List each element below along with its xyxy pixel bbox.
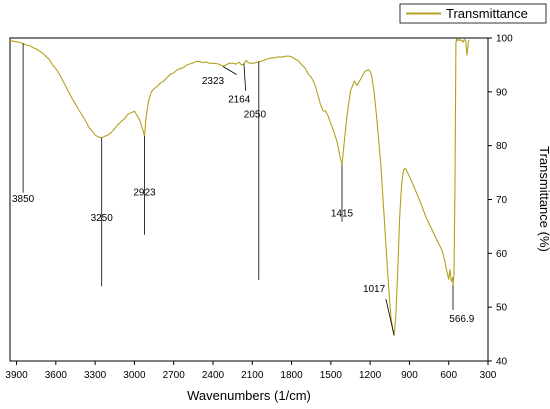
peak-label: 1017 [363,284,386,295]
y-axis-ticks: 40 50 60 70 80 90 100 [488,34,513,368]
x-axis-title: Wavenumbers (1/cm) [187,388,311,403]
x-axis-ticks: 3900 3600 3300 3000 2700 2400 2100 1800 1500 1200… [5,361,497,381]
peak-leader-line [385,299,395,336]
x-tick-label: 2100 [241,370,264,381]
y-tick-label: 100 [496,34,513,45]
x-tick-label: 3900 [5,370,28,381]
x-tick-label: 600 [440,370,457,381]
plot-frame [9,37,489,362]
x-tick-label: 2700 [163,370,186,381]
y-tick-label: 70 [496,195,508,206]
peak-label: 566.9 [449,314,474,325]
x-tick-label: 900 [401,370,418,381]
x-tick-label: 3000 [123,370,146,381]
x-tick-label: 1800 [280,370,303,381]
y-tick-label: 50 [496,303,508,314]
y-tick-label: 40 [496,357,508,368]
y-tick-label: 80 [496,141,508,152]
transmittance-series-line [9,38,470,336]
x-tick-label: 1500 [320,370,343,381]
peak-label: 3850 [12,194,35,205]
y-axis-title: Transmittance (%) [537,146,550,252]
peak-leader-line [243,63,247,91]
peak-label: 2164 [228,95,251,106]
x-tick-label: 1200 [359,370,382,381]
y-tick-label: 60 [496,249,508,260]
legend-box [399,3,547,24]
x-tick-label: 300 [480,370,497,381]
x-tick-label: 3300 [84,370,107,381]
legend: Transmittance [399,3,547,24]
y-tick-label: 90 [496,87,508,98]
peak-label: 2050 [244,110,267,121]
legend-label: Transmittance [446,6,528,21]
peak-label: 2323 [202,76,225,87]
peak-leader-line [222,66,237,75]
peak-label: 3250 [91,213,114,224]
peak-label: 2923 [133,188,156,199]
peak-label: 1415 [331,209,354,220]
x-tick-label: 2400 [202,370,225,381]
x-tick-label: 3600 [45,370,68,381]
